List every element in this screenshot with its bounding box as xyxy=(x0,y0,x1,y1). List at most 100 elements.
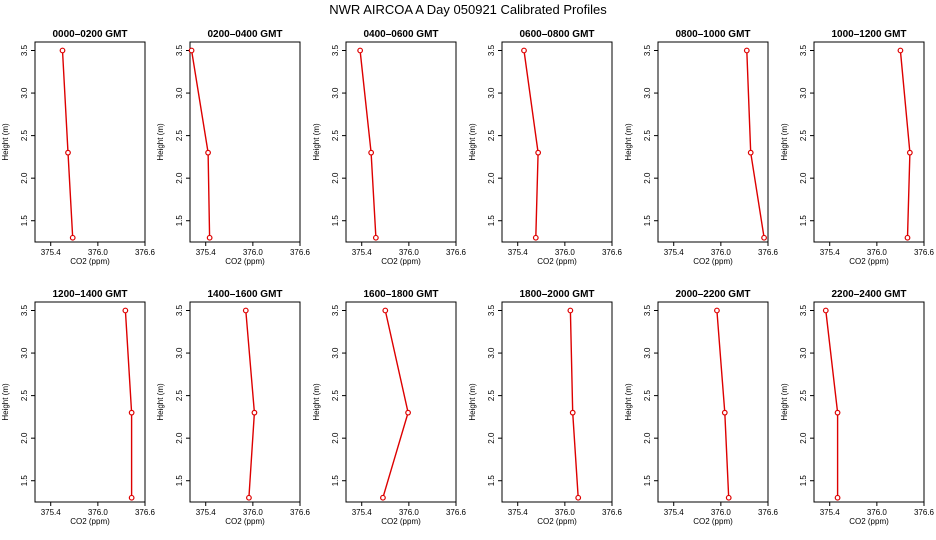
y-tick-label: 2.5 xyxy=(487,130,496,142)
y-tick-label: 2.5 xyxy=(643,130,652,142)
data-point xyxy=(128,409,135,416)
data-point xyxy=(128,494,135,501)
y-axis-label: Height (m) xyxy=(624,383,633,421)
data-point xyxy=(725,494,732,501)
y-tick-label: 2.0 xyxy=(175,432,184,444)
y-axis-label: Height (m) xyxy=(312,123,321,161)
y-tick-label: 3.0 xyxy=(643,347,652,359)
plot-frame xyxy=(813,301,925,503)
x-tick-label: 375.4 xyxy=(196,508,217,517)
x-axis-label: CO2 (ppm) xyxy=(70,257,110,266)
y-tick-label: 3.0 xyxy=(487,87,496,99)
data-point xyxy=(721,409,728,416)
data-point xyxy=(246,494,252,501)
x-tick-label: 376.6 xyxy=(758,248,779,257)
x-tick-label: 376.6 xyxy=(602,248,623,257)
x-tick-label: 376.6 xyxy=(602,508,623,517)
x-tick-label: 376.0 xyxy=(243,248,264,257)
plot-frame xyxy=(813,41,925,243)
x-tick-label: 376.0 xyxy=(88,508,109,517)
y-tick-label: 3.0 xyxy=(175,347,184,359)
y-tick-label: 2.0 xyxy=(487,432,496,444)
data-point xyxy=(567,307,574,314)
panel-title: 0200–0400 GMT xyxy=(207,29,282,40)
y-tick-label: 3.5 xyxy=(331,304,340,316)
y-tick-label: 1.5 xyxy=(175,215,184,227)
profile-line xyxy=(716,310,730,498)
y-tick-label: 3.0 xyxy=(175,87,184,99)
x-tick-label: 376.0 xyxy=(88,248,109,257)
y-tick-label: 3.0 xyxy=(331,87,340,99)
x-tick-label: 376.0 xyxy=(711,508,732,517)
data-point xyxy=(834,409,841,416)
x-tick-label: 376.0 xyxy=(243,508,264,517)
y-tick-label: 1.5 xyxy=(331,215,340,227)
profile-line xyxy=(382,310,409,498)
y-tick-label: 2.5 xyxy=(799,130,808,142)
y-tick-label: 1.5 xyxy=(643,215,652,227)
y-tick-label: 3.5 xyxy=(20,44,29,56)
y-axis-label: Height (m) xyxy=(780,383,789,421)
data-point xyxy=(382,307,389,314)
x-tick-label: 376.6 xyxy=(446,248,467,257)
data-point xyxy=(65,149,71,156)
y-axis-label: Height (m) xyxy=(312,383,321,421)
plot-frame xyxy=(657,41,769,243)
y-tick-label: 1.5 xyxy=(487,215,496,227)
y-tick-label: 2.5 xyxy=(175,130,184,142)
y-tick-label: 3.5 xyxy=(487,44,496,56)
x-axis-label: CO2 (ppm) xyxy=(537,517,577,526)
panel-title: 0000–0200 GMT xyxy=(52,29,127,40)
data-point xyxy=(569,409,576,416)
x-tick-label: 376.6 xyxy=(290,508,311,517)
plot-frame xyxy=(345,41,457,243)
panels-group: 0000–0200 GMT 375.4 376.0 376.6 1.5 2.0 2.5 3.0… xyxy=(1,29,935,526)
y-axis-label: Height (m) xyxy=(1,383,10,421)
plot-frame xyxy=(189,41,301,243)
x-tick-label: 375.4 xyxy=(41,508,62,517)
y-tick-label: 2.5 xyxy=(331,390,340,402)
plot-frame xyxy=(34,301,146,503)
data-point xyxy=(357,47,364,54)
x-axis-label: CO2 (ppm) xyxy=(70,517,110,526)
y-tick-label: 2.5 xyxy=(331,130,340,142)
data-point xyxy=(122,307,129,314)
x-tick-label: 376.0 xyxy=(867,248,888,257)
plot-frame xyxy=(501,41,613,243)
data-point xyxy=(206,234,213,241)
y-tick-label: 3.5 xyxy=(175,304,184,316)
x-tick-label: 375.4 xyxy=(820,248,841,257)
profile-line xyxy=(190,50,211,238)
x-axis-label: CO2 (ppm) xyxy=(849,517,889,526)
y-tick-label: 3.5 xyxy=(331,44,340,56)
y-tick-label: 1.5 xyxy=(487,475,496,487)
x-tick-label: 376.0 xyxy=(711,248,732,257)
y-tick-label: 2.5 xyxy=(20,130,29,142)
profile-line xyxy=(359,50,377,238)
data-point xyxy=(188,47,195,54)
y-tick-label: 2.0 xyxy=(487,172,496,184)
profile-line xyxy=(523,50,539,238)
panel-title: 1000–1200 GMT xyxy=(831,29,906,40)
y-tick-label: 2.0 xyxy=(799,432,808,444)
plot-frame xyxy=(657,301,769,503)
y-tick-label: 1.5 xyxy=(643,475,652,487)
x-tick-label: 376.0 xyxy=(399,508,420,517)
panel-title: 1600–1800 GMT xyxy=(363,289,438,300)
data-point xyxy=(205,149,211,156)
x-tick-label: 375.4 xyxy=(352,508,373,517)
y-tick-label: 3.5 xyxy=(799,304,808,316)
y-tick-label: 2.0 xyxy=(331,432,340,444)
y-tick-label: 2.0 xyxy=(799,172,808,184)
x-axis-label: CO2 (ppm) xyxy=(693,517,733,526)
profile-line xyxy=(746,50,765,238)
data-point xyxy=(380,494,386,501)
data-point xyxy=(834,494,841,501)
x-tick-label: 375.4 xyxy=(664,248,685,257)
y-tick-label: 3.5 xyxy=(643,304,652,316)
panel-title: 1800–2000 GMT xyxy=(519,289,594,300)
y-tick-label: 3.0 xyxy=(331,347,340,359)
plot-frame xyxy=(189,301,301,503)
panel: 2200–2400 GMT 375.4 376.0 376.6 1.5 2.0 2.5 3.0… xyxy=(780,289,935,526)
